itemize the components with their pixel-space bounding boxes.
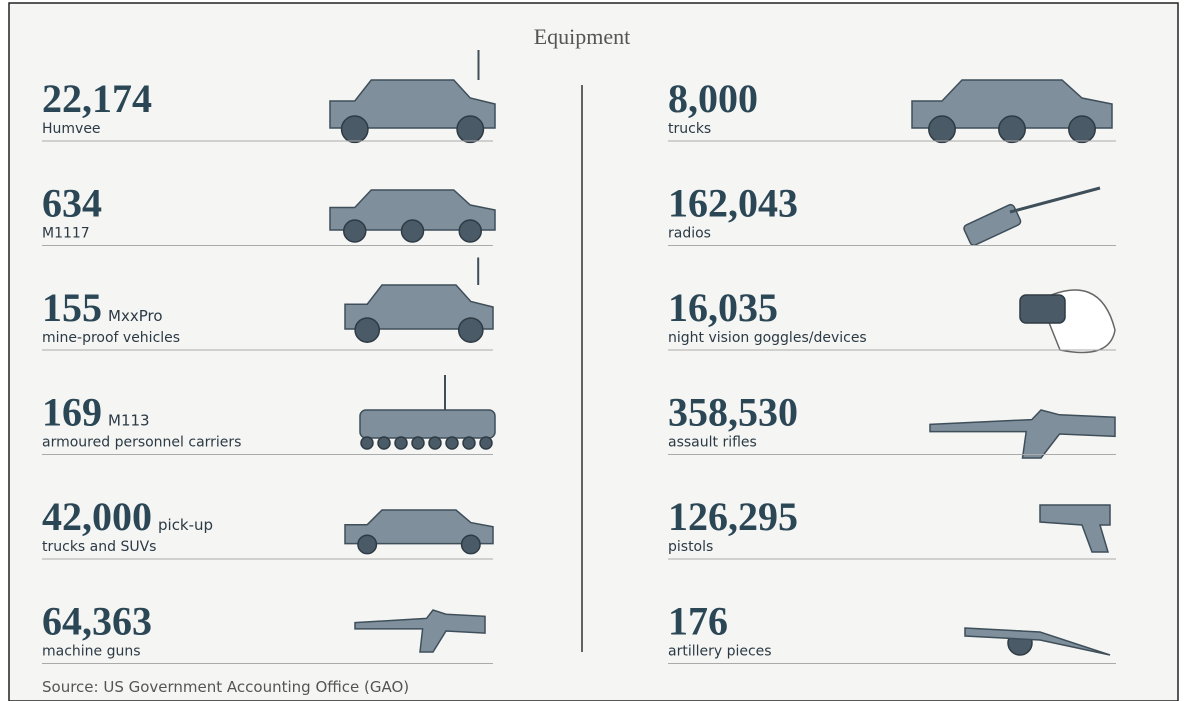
item-label: mine-proof vehicles xyxy=(42,330,180,346)
item-label: radios xyxy=(668,226,711,242)
item: 155 MxxPro mine-proof vehicles xyxy=(42,257,494,351)
wheel xyxy=(340,115,369,144)
vehicle-body xyxy=(329,189,496,231)
count: 16,035 xyxy=(668,285,778,330)
radio xyxy=(963,203,1022,246)
item-label: pistols xyxy=(668,539,713,555)
item-label: armoured personnel carriers xyxy=(42,435,241,451)
item: 169 M113 armoured personnel carriers xyxy=(42,375,496,455)
item-label: machine guns xyxy=(42,644,141,660)
wheel xyxy=(456,115,485,144)
vehicle-body xyxy=(911,79,1113,129)
count: 64,363 xyxy=(42,599,152,644)
count: 126,295 xyxy=(668,494,798,539)
item-label: assault rifles xyxy=(668,435,757,451)
count-unit: MxxPro xyxy=(108,307,163,325)
item-label: trucks and SUVs xyxy=(42,539,156,555)
wheel xyxy=(998,115,1026,144)
road-wheel xyxy=(377,436,391,450)
road-wheel xyxy=(445,436,459,450)
count: 22,174 xyxy=(42,76,152,121)
goggles xyxy=(1019,294,1066,324)
count: 358,530 xyxy=(668,390,798,435)
item-label: Humvee xyxy=(42,121,101,137)
item-label: trucks xyxy=(668,121,711,137)
radio-antenna xyxy=(1009,186,1101,214)
wheel xyxy=(460,534,481,555)
artillery xyxy=(964,627,1111,656)
wheel xyxy=(1068,115,1096,144)
count: 8,000 xyxy=(668,76,758,121)
wheel xyxy=(928,115,956,144)
source: Source: US Government Accounting Office … xyxy=(42,678,409,696)
road-wheel xyxy=(394,436,408,450)
wheel xyxy=(458,219,482,243)
road-wheel xyxy=(360,436,374,450)
road-wheel xyxy=(479,436,493,450)
wheel xyxy=(357,534,378,555)
road-wheel xyxy=(462,436,476,450)
wheel xyxy=(400,219,425,243)
gun xyxy=(929,409,1116,459)
tracked-body xyxy=(359,409,496,439)
title: Equipment xyxy=(534,24,631,49)
count: 42,000 xyxy=(42,494,152,539)
count-unit: M113 xyxy=(108,412,150,430)
road-wheel xyxy=(428,436,442,450)
wheel xyxy=(343,219,367,243)
wheel xyxy=(457,317,484,343)
count: 162,043 xyxy=(668,181,798,226)
item-label: M1117 xyxy=(42,226,90,242)
road-wheel xyxy=(411,436,425,450)
wheel xyxy=(354,317,381,343)
count: 634 xyxy=(42,181,102,226)
item-label: night vision goggles/devices xyxy=(668,330,867,346)
gun xyxy=(354,609,486,653)
count: 176 xyxy=(668,599,728,644)
vehicle-body xyxy=(344,509,494,545)
count-unit: pick-up xyxy=(158,516,213,534)
count: 155 xyxy=(42,285,102,330)
vehicle-body xyxy=(344,284,494,330)
pistol xyxy=(1039,504,1111,553)
vehicle-body xyxy=(329,79,496,129)
count: 169 xyxy=(42,390,102,435)
item-label: artillery pieces xyxy=(668,644,772,660)
